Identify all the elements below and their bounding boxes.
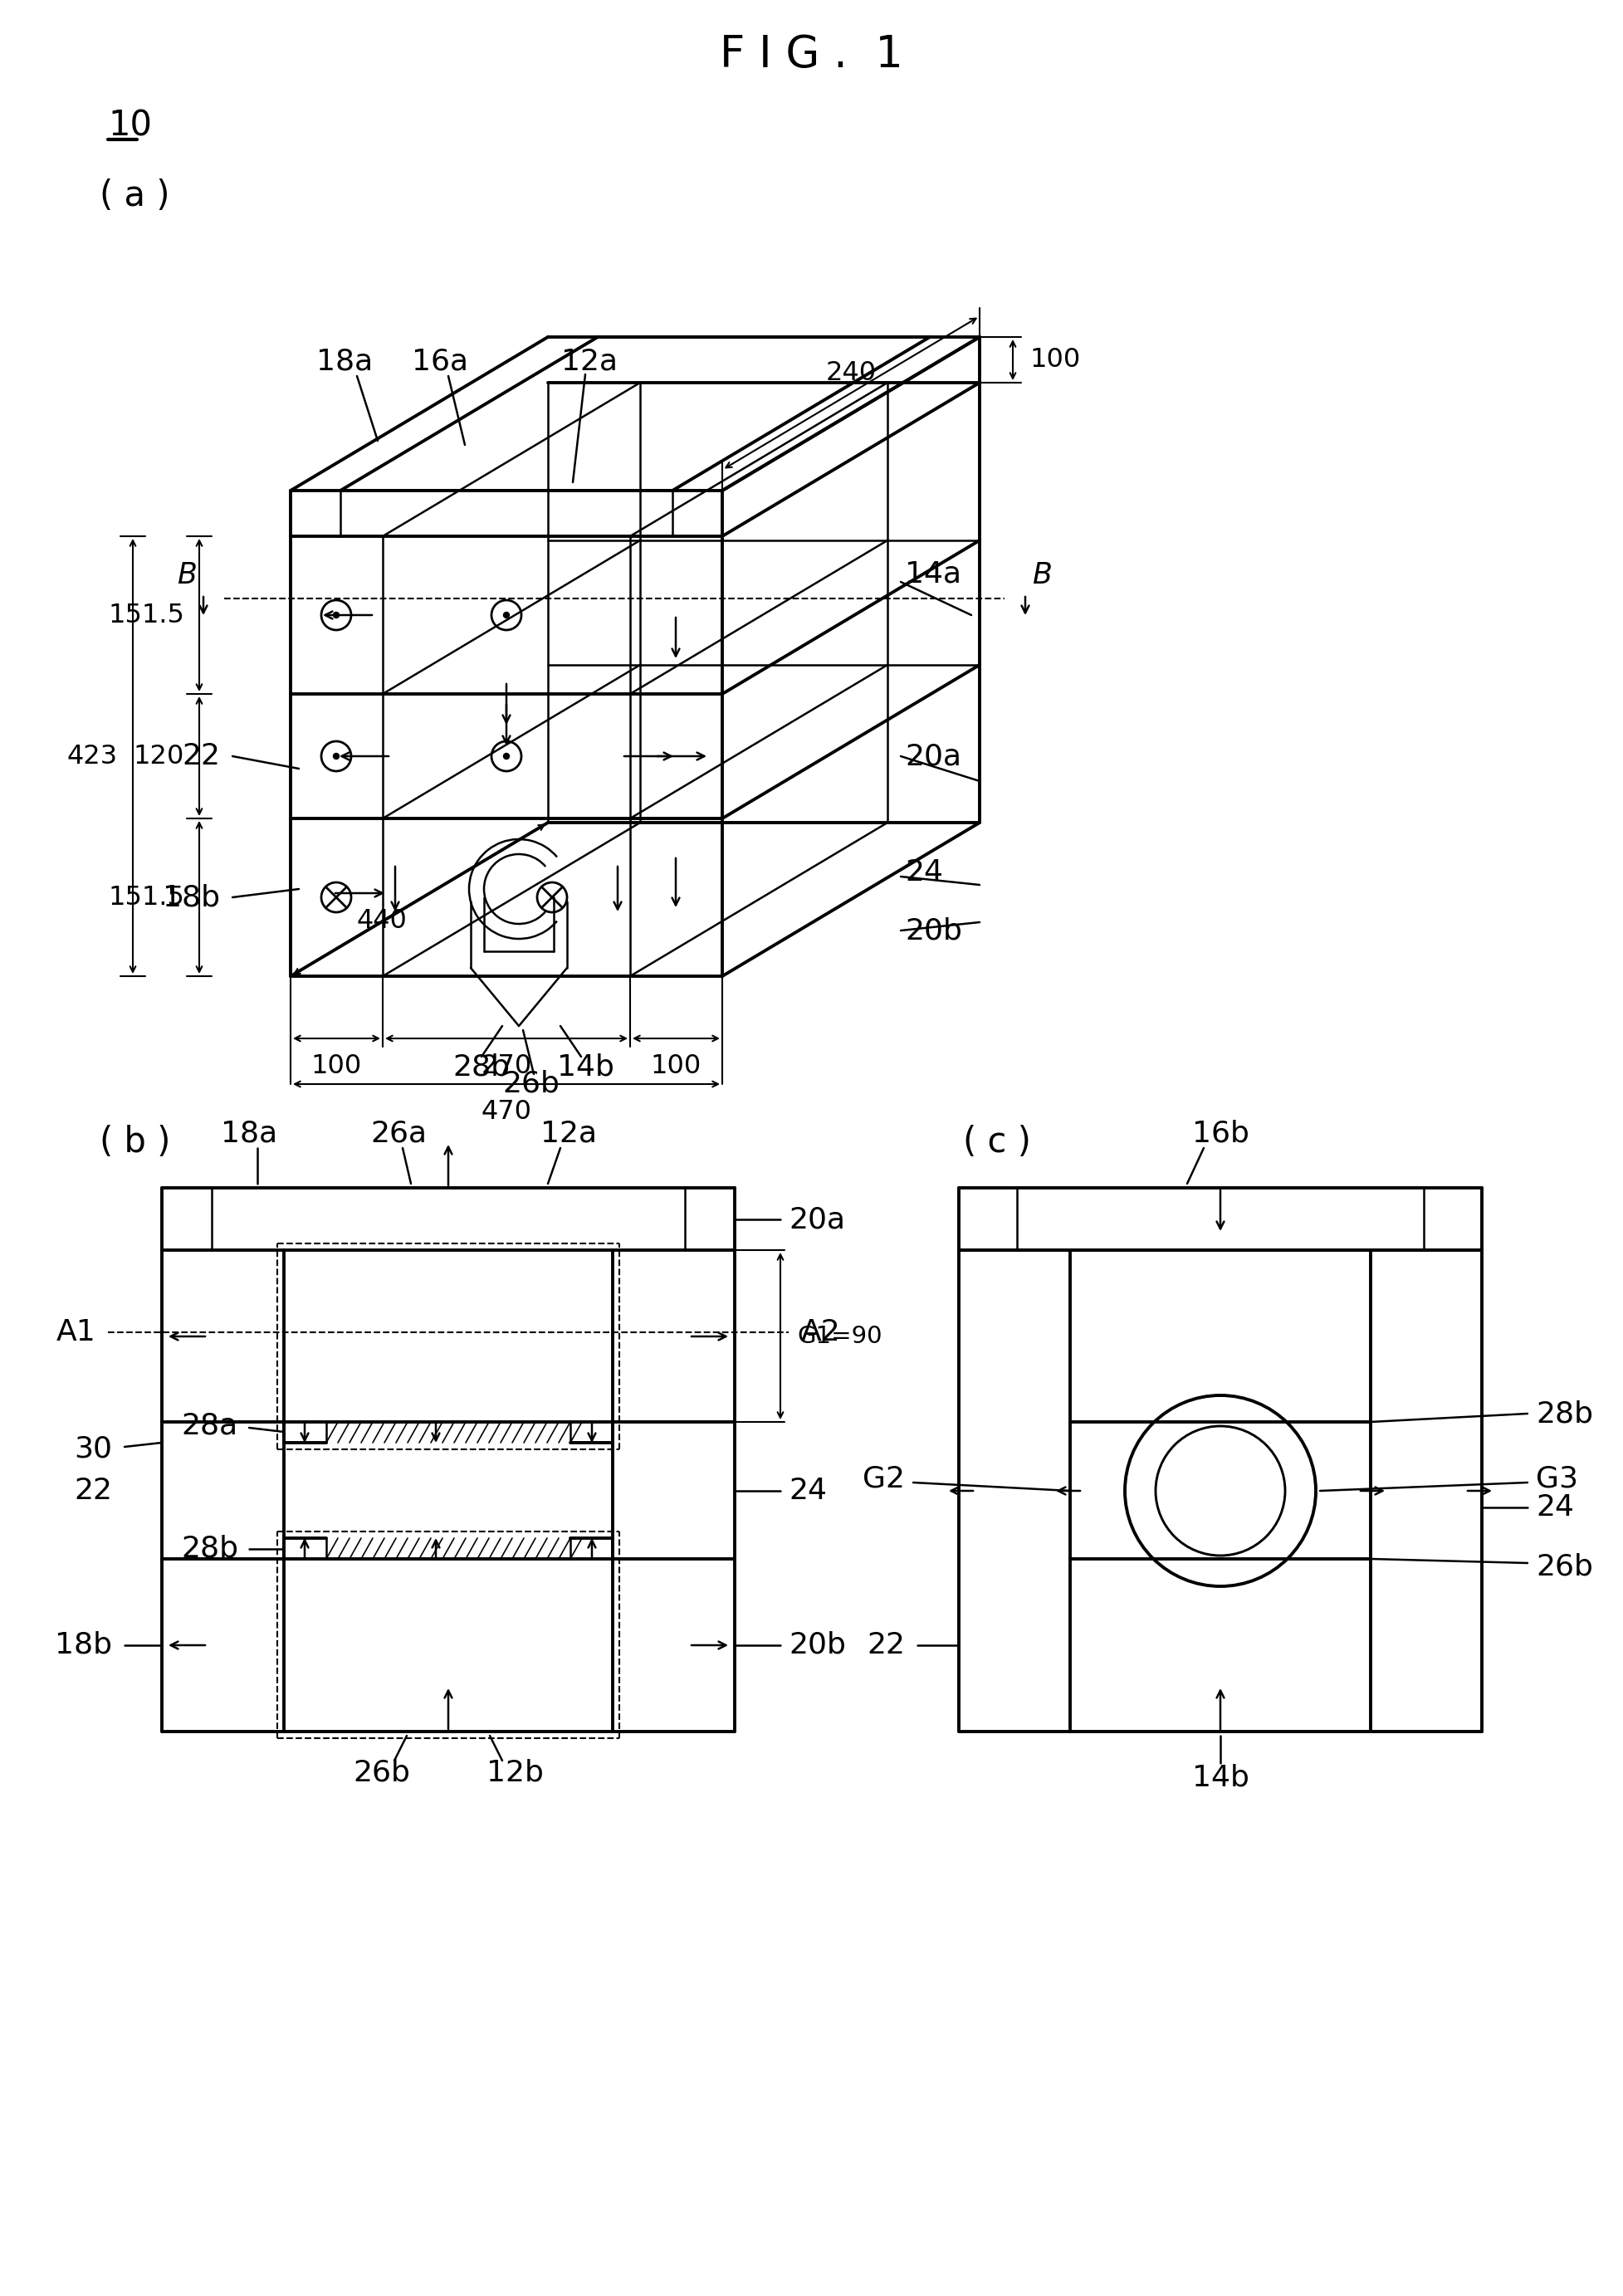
Text: 28b: 28b	[182, 1534, 239, 1564]
Text: 14b: 14b	[1191, 1763, 1250, 1791]
Text: G1=90: G1=90	[797, 1325, 881, 1348]
Circle shape	[503, 613, 510, 618]
Text: ( b ): ( b )	[99, 1125, 170, 1159]
Text: 12b: 12b	[487, 1759, 544, 1786]
Text: 22: 22	[867, 1630, 906, 1660]
Text: G2: G2	[862, 1465, 906, 1492]
Text: 423: 423	[67, 744, 118, 769]
Text: A1: A1	[55, 1318, 96, 1345]
Text: 28b: 28b	[1535, 1401, 1594, 1428]
Text: 470: 470	[480, 1100, 532, 1125]
Text: 18a: 18a	[316, 347, 373, 377]
Text: A2: A2	[802, 1318, 841, 1345]
Text: 24: 24	[906, 859, 943, 886]
Text: 26a: 26a	[370, 1120, 427, 1148]
Text: F I G .  1: F I G . 1	[719, 32, 902, 76]
Text: 120: 120	[133, 744, 185, 769]
Text: 20b: 20b	[906, 916, 962, 944]
Text: 16b: 16b	[1191, 1120, 1250, 1148]
Circle shape	[333, 613, 339, 618]
Text: B: B	[1032, 560, 1052, 590]
Text: 20a: 20a	[906, 742, 961, 771]
Text: 18b: 18b	[55, 1630, 112, 1660]
Circle shape	[333, 753, 339, 760]
Text: B: B	[177, 560, 196, 590]
Text: 26b: 26b	[354, 1759, 411, 1786]
Text: 28b: 28b	[453, 1054, 510, 1081]
Text: 20b: 20b	[789, 1630, 846, 1660]
Text: 100: 100	[310, 1054, 362, 1079]
Text: 22: 22	[75, 1476, 112, 1504]
Text: 270: 270	[480, 1054, 532, 1079]
Text: 30: 30	[75, 1435, 112, 1463]
Text: 28a: 28a	[182, 1412, 239, 1440]
Text: 151.5: 151.5	[109, 602, 185, 627]
Text: 100: 100	[1029, 347, 1081, 374]
Text: 10: 10	[107, 108, 153, 142]
Text: 24: 24	[789, 1476, 826, 1504]
Text: 240: 240	[826, 360, 876, 386]
Text: 440: 440	[357, 907, 407, 934]
Text: ( c ): ( c )	[962, 1125, 1031, 1159]
Text: 18a: 18a	[221, 1120, 278, 1148]
Text: 100: 100	[651, 1054, 701, 1079]
Text: 26b: 26b	[503, 1070, 560, 1097]
Text: 14b: 14b	[557, 1054, 613, 1081]
Circle shape	[503, 753, 510, 760]
Text: G3: G3	[1535, 1465, 1578, 1492]
Text: 12a: 12a	[562, 347, 618, 377]
Text: 26b: 26b	[1535, 1552, 1594, 1582]
Text: 18b: 18b	[162, 884, 221, 912]
Text: ( a ): ( a )	[99, 179, 170, 214]
Text: 12a: 12a	[540, 1120, 597, 1148]
Text: 24: 24	[1535, 1492, 1574, 1522]
Text: 14a: 14a	[906, 560, 961, 588]
Text: 20a: 20a	[789, 1205, 846, 1233]
Text: 16a: 16a	[412, 347, 467, 377]
Text: 151.5: 151.5	[109, 884, 185, 909]
Text: 22: 22	[182, 742, 221, 771]
